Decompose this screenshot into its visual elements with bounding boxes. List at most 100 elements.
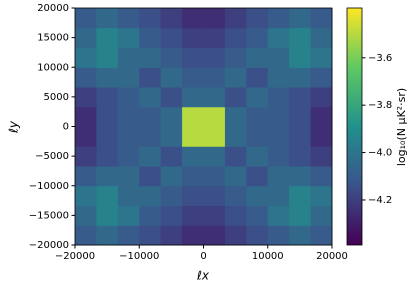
y-tick-label: −10000	[29, 181, 69, 192]
heatmap-cell	[117, 185, 140, 207]
heatmap-cell	[139, 205, 162, 226]
heatmap-cell	[117, 27, 140, 48]
heatmap-cell	[310, 47, 333, 68]
heatmap-cell	[224, 47, 247, 68]
heatmap-cell	[246, 165, 269, 187]
heatmap-cell	[96, 126, 119, 147]
heatmap-cell	[160, 225, 183, 246]
y-tick-label: 0	[63, 122, 69, 133]
heatmap-cell	[224, 67, 247, 88]
heatmap-cell	[267, 87, 290, 108]
heatmap-cell	[160, 126, 183, 147]
heatmap-cell	[310, 225, 333, 246]
heatmap-cell	[96, 8, 119, 29]
heatmap-cell	[182, 126, 204, 147]
heatmap-cell	[75, 67, 97, 88]
heatmap-cell	[139, 87, 162, 108]
heatmap-cell	[289, 146, 312, 167]
heatmap-cell	[203, 87, 226, 108]
heatmap-cell	[96, 165, 119, 187]
x-axis-label: ℓx	[196, 269, 210, 283]
heatmap-cell	[246, 225, 269, 246]
heatmap-cell	[160, 67, 183, 88]
heatmap-cell	[182, 87, 204, 108]
heatmap-cell	[139, 225, 162, 246]
heatmap-cell	[96, 67, 119, 88]
heatmap-cell	[289, 185, 312, 207]
heatmap-cell	[160, 146, 183, 167]
y-tick-label: −15000	[29, 210, 69, 221]
heatmap-cell	[96, 205, 119, 226]
heatmap-cell	[203, 225, 226, 246]
heatmap-cell	[75, 185, 97, 207]
heatmap-cell	[182, 106, 204, 127]
heatmap-cell	[96, 146, 119, 167]
heatmap-cell	[117, 87, 140, 108]
heatmap-cell	[310, 8, 333, 29]
y-tick-label: 15000	[37, 33, 69, 44]
heatmap-cell	[96, 47, 119, 68]
colorbar-label: log₁₀(N μK²·sr)	[395, 88, 408, 166]
heatmap-cell	[75, 8, 97, 29]
heatmap-cell	[224, 165, 247, 187]
heatmap-cell	[310, 165, 333, 187]
colorbar-tick-label: −3.8	[368, 100, 392, 111]
heatmap-cell	[117, 165, 140, 187]
heatmap-cell	[139, 126, 162, 147]
heatmap-cell	[203, 106, 226, 127]
heatmap-cell	[310, 205, 333, 226]
heatmap-cell	[160, 87, 183, 108]
heatmap-cell	[160, 205, 183, 226]
heatmap-cell	[139, 185, 162, 207]
heatmap-cell	[75, 47, 97, 68]
heatmap-cell	[289, 87, 312, 108]
heatmap-cell	[246, 126, 269, 147]
colorbar-tick-label: −4.2	[368, 195, 392, 206]
heatmap-cell	[246, 67, 269, 88]
colorbar-tick-label: −4.0	[368, 148, 392, 159]
heatmap-cell	[224, 146, 247, 167]
heatmap-cell	[224, 27, 247, 48]
heatmap-cell	[246, 47, 269, 68]
heatmap-cell	[117, 205, 140, 226]
heatmap-cell	[203, 47, 226, 68]
heatmap-cell	[182, 205, 204, 226]
heatmap-cell	[182, 146, 204, 167]
heatmap-cell	[182, 8, 204, 29]
heatmap-cell	[224, 205, 247, 226]
heatmap-cell	[117, 47, 140, 68]
y-tick-label: 5000	[44, 92, 69, 103]
x-tick-label: 20000	[316, 251, 348, 262]
heatmap-cell	[75, 165, 97, 187]
y-tick-label: 20000	[37, 3, 69, 14]
heatmap-cell	[224, 87, 247, 108]
heatmap-cell	[267, 27, 290, 48]
heatmap-cell	[289, 8, 312, 29]
heatmap-cell	[139, 146, 162, 167]
heatmap-cell	[182, 27, 204, 48]
heatmap-cell	[160, 185, 183, 207]
x-tick-label: 0	[200, 251, 206, 262]
heatmap-cell	[289, 126, 312, 147]
heatmap-cell	[117, 146, 140, 167]
heatmap-cell	[117, 225, 140, 246]
heatmap-cell	[267, 67, 290, 88]
heatmap-cell	[289, 225, 312, 246]
heatmap-cell	[224, 106, 247, 127]
heatmap-cell	[310, 87, 333, 108]
y-axis-label: ℓy	[7, 120, 21, 134]
heatmap-cell	[203, 27, 226, 48]
heatmap-cell	[96, 106, 119, 127]
heatmap-cell	[203, 146, 226, 167]
heatmap-cell	[117, 67, 140, 88]
heatmap-cell	[96, 225, 119, 246]
heatmap-cell	[246, 8, 269, 29]
heatmap-cell	[224, 225, 247, 246]
heatmap-cell	[267, 225, 290, 246]
heatmap-cell	[267, 185, 290, 207]
heatmap-cell	[139, 47, 162, 68]
heatmap-cell	[224, 8, 247, 29]
heatmap-cell	[289, 205, 312, 226]
heatmap-cell	[182, 165, 204, 187]
